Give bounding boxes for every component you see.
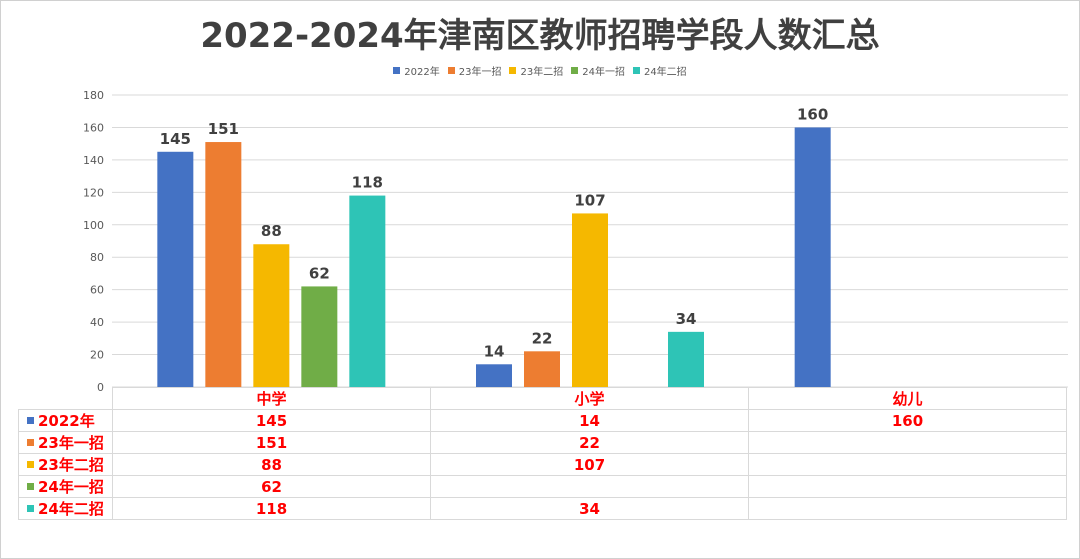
bar	[205, 142, 242, 387]
table-row-header: 2022年	[18, 409, 113, 432]
bar	[794, 127, 831, 387]
table-cell: 145	[112, 409, 431, 432]
y-tick-label: 180	[83, 89, 104, 102]
legend-item: 24年二招	[632, 63, 687, 78]
data-label: 22	[532, 329, 553, 347]
table-cell: 22	[430, 431, 749, 454]
table-corner	[18, 387, 113, 410]
table-cell: 34	[430, 497, 749, 520]
table-cell	[748, 475, 1067, 498]
y-tick-label: 160	[83, 121, 104, 134]
table-row: 2022年 145 14 160	[18, 409, 1067, 432]
table-row: 23年一招 151 22	[18, 431, 1067, 454]
data-label: 145	[160, 130, 191, 148]
table-cell	[748, 431, 1067, 454]
bar	[349, 195, 386, 387]
category-label: 幼儿	[748, 387, 1067, 410]
data-label: 62	[309, 264, 330, 282]
table-row: 24年二招 118 34	[18, 497, 1067, 520]
y-tick-label: 60	[90, 284, 104, 297]
chart-title: 2022-2024年津南区教师招聘学段人数汇总	[200, 16, 880, 56]
legend-label: 23年一招	[458, 67, 502, 78]
series-name: 23年一招	[38, 434, 104, 452]
category-label: 中学	[112, 387, 431, 410]
data-labels: 145 151 88 62 118 14 22 107 34 160	[160, 105, 829, 360]
bar	[572, 213, 608, 387]
bar	[668, 331, 704, 387]
bar	[253, 244, 290, 387]
category-label: 小学	[430, 387, 749, 410]
legend-label: 24年二招	[643, 67, 687, 78]
table-cell: 14	[430, 409, 749, 432]
table-cell	[430, 475, 749, 498]
legend-swatch	[447, 67, 455, 74]
series-name: 24年二招	[38, 500, 104, 518]
bar	[524, 351, 560, 387]
y-tick-label: 40	[90, 316, 104, 329]
bar	[301, 286, 338, 387]
legend-item: 23年二招	[509, 63, 563, 78]
legend-key	[27, 439, 34, 446]
table-cell: 151	[112, 431, 431, 454]
table-row: 23年二招 88 107	[18, 453, 1067, 476]
data-label: 107	[574, 191, 605, 209]
table-cell	[748, 453, 1067, 476]
table-header-row: 中学 小学 幼儿	[18, 387, 1067, 410]
series-name: 2022年	[38, 412, 95, 430]
table-cell: 88	[112, 453, 431, 476]
bars	[157, 127, 831, 387]
legend-swatch	[393, 67, 401, 74]
y-tick-label: 20	[90, 349, 104, 362]
table-cell: 62	[112, 475, 431, 498]
series-name: 23年二招	[38, 456, 104, 474]
legend-key	[27, 483, 34, 490]
legend-item: 24年一招	[571, 63, 625, 78]
table-cell: 160	[748, 409, 1067, 432]
series-name: 24年一招	[38, 478, 104, 496]
data-table: 中学 小学 幼儿 2022年 145 14 160 23年一招 151 22 23年二招 88 107 2…	[18, 387, 1067, 520]
legend-label: 24年一招	[582, 67, 625, 78]
y-tick-label: 120	[83, 186, 104, 199]
legend-key	[27, 461, 34, 468]
data-label: 118	[352, 174, 383, 192]
legend-label: 23年二招	[520, 67, 564, 78]
data-label: 88	[261, 222, 282, 240]
bar	[476, 364, 512, 387]
table-row-header: 24年一招	[18, 475, 113, 498]
legend-key	[27, 417, 34, 424]
table-row-header: 23年一招	[18, 431, 113, 454]
data-label: 151	[208, 120, 239, 138]
bar	[157, 151, 194, 387]
chart-legend: 2022年 23年一招 23年二招 24年一招 24年二招	[0, 63, 1080, 78]
legend-key	[27, 505, 34, 512]
table-row: 24年一招 62	[18, 475, 1067, 498]
legend-item: 2022年	[393, 63, 440, 78]
data-label: 34	[676, 310, 697, 328]
table-row-header: 24年二招	[18, 497, 113, 520]
y-tick-label: 80	[90, 251, 104, 264]
data-label: 14	[484, 342, 505, 360]
table-cell	[748, 497, 1067, 520]
y-tick-label: 140	[83, 154, 104, 167]
table-row-header: 23年二招	[18, 453, 113, 476]
table-cell: 107	[430, 453, 749, 476]
legend-label: 2022年	[404, 67, 440, 78]
y-tick-label: 100	[83, 219, 104, 232]
legend-swatch	[509, 67, 517, 74]
data-label: 160	[797, 105, 828, 123]
table-cell: 118	[112, 497, 431, 520]
legend-swatch	[632, 67, 640, 74]
legend-item: 23年一招	[447, 63, 502, 78]
legend-swatch	[571, 67, 579, 74]
